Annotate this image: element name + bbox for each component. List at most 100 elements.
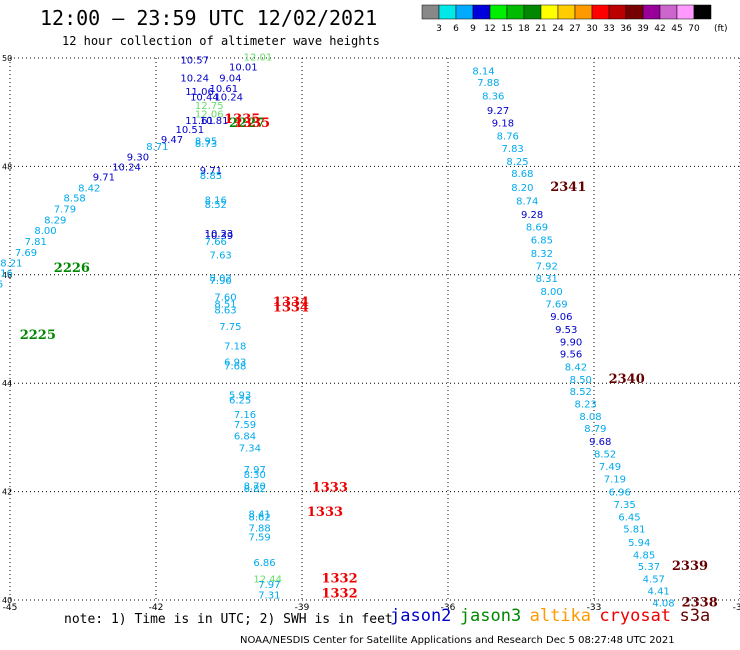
satellite-legend-item: altika xyxy=(529,606,592,626)
colorbar-swatch xyxy=(421,4,440,20)
page-title: 12:00 — 23:59 UTC 12/02/2021 xyxy=(40,6,378,30)
wave-height-label: 8.02 xyxy=(210,273,232,284)
wave-height-label: 8.20 xyxy=(511,183,533,194)
wave-height-label: 5.93 xyxy=(229,390,251,401)
colorbar-swatch xyxy=(489,4,508,20)
satellite-legend-item: cryosat xyxy=(599,606,672,626)
colorbar-label: 33 xyxy=(603,24,614,34)
wave-height-label: 6.93 xyxy=(224,357,246,368)
wave-height-label: 9.27 xyxy=(487,106,509,117)
track-time-label: 1333 xyxy=(312,481,348,496)
wave-height-label: 7.16 xyxy=(234,410,256,421)
y-tick-label: 46 xyxy=(2,271,12,280)
wave-height-label: 8.52 xyxy=(594,449,616,460)
wave-height-label: 7.66 xyxy=(205,237,227,248)
wave-height-label: 4.08 xyxy=(652,599,674,610)
wave-height-label: 8.58 xyxy=(64,194,86,205)
track-time-label: 2341 xyxy=(550,180,586,195)
wave-height-label: 5.81 xyxy=(623,524,645,535)
colorbar-label: 12 xyxy=(484,24,495,34)
colorbar-swatch xyxy=(472,4,491,20)
wave-height-label: 8.50 xyxy=(570,375,592,386)
colorbar-label: 15 xyxy=(501,24,512,34)
colorbar-unit: (ft) xyxy=(714,24,728,34)
colorbar-swatch xyxy=(659,4,678,20)
track-time-label: 1335 xyxy=(224,112,260,127)
colorbar-legend: 3 6 9 12 15 18 21 24 27 30 33 36 39 42 45 70 (ft) xyxy=(421,4,728,34)
y-tick-label: 42 xyxy=(2,488,12,497)
wave-height-label: 8.21 xyxy=(0,259,22,270)
wave-height-label: 8.00 xyxy=(540,287,562,298)
wave-height-label: 12.06 xyxy=(195,110,224,121)
wave-height-label: 8.16 xyxy=(205,195,227,206)
satellite-legend-item: jason3 xyxy=(459,606,522,626)
wave-height-label: 10.39 xyxy=(205,231,234,242)
wave-height-label: 7.35 xyxy=(613,500,635,511)
y-tick-label: 44 xyxy=(2,379,12,388)
wave-height-label: 9.18 xyxy=(492,118,514,129)
wave-height-label: 8.82 xyxy=(244,484,266,495)
y-tick-label: 50 xyxy=(2,54,12,63)
wave-height-label: 9.56 xyxy=(560,350,582,361)
wave-height-label: 9.90 xyxy=(560,337,582,348)
wave-height-label: 8.95 xyxy=(195,137,217,148)
wave-height-label: 7.59 xyxy=(248,532,270,543)
footer-note: note: 1) Time is in UTC; 2) SWH is in fe… xyxy=(64,612,393,627)
wave-height-label: 9.04 xyxy=(219,73,241,84)
x-tick-label: -33 xyxy=(587,603,602,613)
chart-grid xyxy=(9,57,740,601)
x-tick-label: -36 xyxy=(441,603,456,613)
satellite-legend-item: jason2 xyxy=(390,606,452,626)
wave-height-label: 6.85 xyxy=(531,235,553,246)
x-tick-label: -42 xyxy=(149,603,164,613)
wave-height-label: 7.59 xyxy=(234,420,256,431)
wave-height-label: 6.96 xyxy=(609,487,631,498)
colorbar-label: 21 xyxy=(535,24,546,34)
colorbar-label: 36 xyxy=(620,24,632,34)
wave-height-label: 8.70 xyxy=(244,481,266,492)
colorbar-swatch xyxy=(591,4,610,20)
colorbar-label: 18 xyxy=(518,24,530,34)
wave-height-label: 8.32 xyxy=(531,249,553,260)
wave-height-label: 10.61 xyxy=(210,84,239,95)
wave-height-label: 10.24 xyxy=(214,92,243,103)
wave-height-label: 8.79 xyxy=(584,424,606,435)
wave-height-label: 10.01 xyxy=(229,62,258,73)
wave-height-label: 10.57 xyxy=(180,55,209,66)
wave-height-label: 7.68 xyxy=(224,362,246,373)
track-time-label: 1334 xyxy=(273,301,309,316)
wave-height-label: 8.31 xyxy=(536,274,558,285)
wave-height-label: 8.42 xyxy=(565,363,587,374)
wave-height-label: 8.51 xyxy=(214,299,236,310)
colorbar-swatch xyxy=(676,4,695,20)
wave-height-label: 9.28 xyxy=(521,210,543,221)
wave-height-label: 8.62 xyxy=(248,512,270,523)
colorbar-swatch xyxy=(642,4,661,20)
wave-height-label: 12.75 xyxy=(195,101,224,112)
wave-height-label: 7.92 xyxy=(536,261,558,272)
wave-height-label: 7.63 xyxy=(210,251,232,262)
wave-height-label: 7.69 xyxy=(15,248,37,259)
y-tick-label: 48 xyxy=(2,162,12,171)
wave-height-label: 9.06 xyxy=(550,312,572,323)
wave-height-label: 9.71 xyxy=(93,172,115,183)
wave-height-label: 9.71 xyxy=(200,166,222,177)
wave-height-label: 8.52 xyxy=(570,387,592,398)
y-tick-label: 40 xyxy=(2,596,12,605)
wave-height-label: 10.24 xyxy=(112,163,141,174)
colorbar-label: 45 xyxy=(671,24,682,34)
wave-height-label: 7.34 xyxy=(239,443,261,454)
wave-height-label: 8.00 xyxy=(34,226,56,237)
track-time-label: 1334 xyxy=(273,295,309,310)
wave-height-label: 6.96 xyxy=(0,279,3,290)
wave-height-label: 10.44 xyxy=(190,92,219,103)
colorbar-swatch xyxy=(523,4,542,20)
wave-height-label: 9.47 xyxy=(161,135,183,146)
wave-height-label: 7.81 xyxy=(25,237,47,248)
colorbar-swatch xyxy=(540,4,559,20)
wave-height-label: 8.08 xyxy=(579,412,601,423)
wave-height-label: 6.25 xyxy=(229,395,251,406)
colorbar-label: 27 xyxy=(569,24,580,34)
wave-height-label: 12.01 xyxy=(244,53,273,64)
